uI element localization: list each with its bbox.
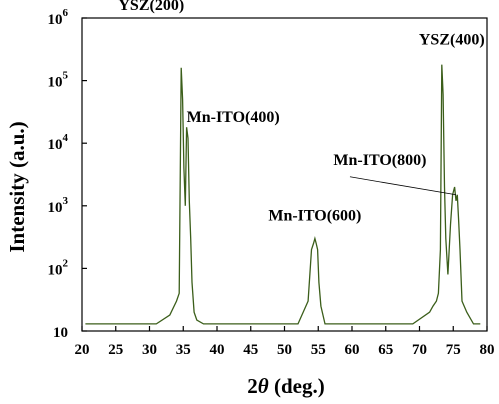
y-tick-label: 10 (53, 325, 68, 341)
peak-label: YSZ(400) (419, 32, 485, 49)
x-tick-label: 20 (75, 342, 90, 358)
peak-label: YSZ(200) (118, 0, 184, 14)
series-line (85, 64, 481, 325)
y-tick-label: 104 (48, 132, 69, 153)
annotations: YSZ(200) Mn-ITO(400) Mn-ITO(600) YSZ(400) Mn… (118, 0, 484, 225)
peak-label: Mn-ITO(400) (187, 109, 280, 126)
x-tick-label: 55 (311, 342, 326, 358)
x-tick-label: 40 (210, 342, 225, 358)
plot-frame (81, 17, 488, 332)
y-axis-title: Intensity (a.u.) (5, 121, 29, 252)
x-tick-label: 60 (345, 342, 360, 358)
x-tick-label: 35 (176, 342, 191, 358)
y-tick-label: 103 (48, 195, 69, 216)
y-tick-label: 102 (48, 257, 69, 278)
leader-line (349, 176, 457, 196)
x-tick-label: 65 (378, 342, 393, 358)
x-tick-label: 75 (446, 342, 461, 358)
x-tick-label: 80 (480, 342, 495, 358)
y-tick-label: 105 (48, 70, 69, 91)
x-tick-label: 50 (277, 342, 292, 358)
x-tick-label: 25 (108, 342, 123, 358)
x-tick-label: 45 (243, 342, 258, 358)
x-tick-label: 30 (142, 342, 157, 358)
y-tick-label: 106 (48, 7, 69, 28)
plot-area (81, 17, 488, 332)
axis-ticks: 20 25 30 35 40 45 50 55 60 65 70 75 80 10 102 103 104 105… (48, 7, 495, 358)
x-axis-title: 2θ (deg.) (247, 374, 324, 398)
peak-label: Mn-ITO(800) (333, 152, 426, 169)
peak-label: Mn-ITO(600) (268, 208, 361, 225)
x-tick-label: 70 (412, 342, 427, 358)
